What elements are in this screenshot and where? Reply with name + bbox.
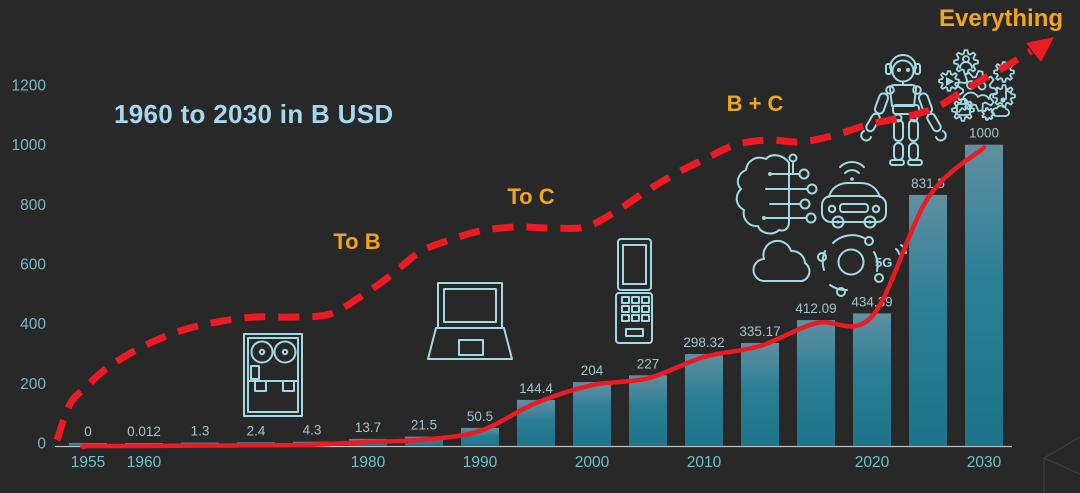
y-tick-label: 1200 bbox=[12, 78, 47, 95]
value-label: 412.09 bbox=[795, 301, 836, 316]
x-tick-label: 2020 bbox=[855, 454, 890, 471]
value-label: 0 bbox=[84, 424, 92, 439]
y-axis-labels: 0 200 400 600 800 1000 1200 bbox=[12, 78, 47, 453]
x-tick-label: 1990 bbox=[463, 454, 498, 471]
value-label: 50.5 bbox=[467, 409, 493, 424]
value-label: 2.4 bbox=[247, 423, 266, 438]
annotation-to-c: To C bbox=[507, 184, 555, 209]
feature-phone-icon bbox=[615, 238, 653, 344]
connected-car-icon bbox=[821, 161, 887, 229]
cube-watermark bbox=[1043, 436, 1080, 493]
music-note-glyph bbox=[1005, 89, 1012, 100]
bar bbox=[517, 399, 555, 446]
bar bbox=[909, 194, 947, 446]
x-tick-label: 1955 bbox=[71, 454, 105, 471]
bar bbox=[741, 343, 779, 446]
y-tick-label: 400 bbox=[20, 316, 46, 333]
robot-icon bbox=[860, 54, 947, 166]
x-tick-label: 2010 bbox=[687, 454, 722, 471]
value-label: 4.3 bbox=[303, 423, 322, 438]
trend-arrowhead bbox=[1026, 37, 1054, 62]
bar bbox=[685, 354, 723, 446]
value-label: 335.17 bbox=[739, 324, 780, 339]
annotation-to-b: To B bbox=[333, 229, 381, 254]
gear-outline bbox=[953, 49, 979, 75]
mainframe-tape-icon bbox=[243, 333, 303, 417]
5g-label: 5G bbox=[875, 255, 892, 270]
x-tick-label: 1960 bbox=[127, 454, 162, 471]
play-glyph bbox=[946, 77, 954, 86]
value-label: 227 bbox=[637, 356, 660, 371]
y-tick-label: 1000 bbox=[12, 137, 47, 154]
value-label: 144.4 bbox=[519, 381, 553, 396]
y-tick-label: 0 bbox=[37, 436, 46, 453]
y-tick-label: 600 bbox=[20, 257, 46, 274]
ai-brain-icon bbox=[735, 153, 818, 235]
bar bbox=[853, 313, 891, 446]
value-label: 21.5 bbox=[411, 418, 437, 433]
x-tick-label: 1980 bbox=[351, 454, 386, 471]
app-gears-icon bbox=[938, 49, 1016, 122]
laptop-icon bbox=[427, 282, 513, 360]
solid-revenue-line bbox=[80, 145, 987, 450]
gear-outline bbox=[938, 70, 960, 92]
gear-outline bbox=[981, 107, 995, 121]
value-label: 0.012 bbox=[127, 424, 161, 439]
dashed-trend-line bbox=[53, 48, 1033, 442]
value-label: 1000 bbox=[969, 126, 999, 141]
chart-glyph bbox=[956, 103, 971, 116]
bar bbox=[965, 144, 1003, 446]
cloud-icon bbox=[752, 239, 811, 283]
value-label: 1.3 bbox=[191, 424, 210, 439]
value-labels-group: 0 0.012 1.3 2.4 4.3 13.7 21.5 50.5 144.4 204 227 29… bbox=[84, 126, 999, 439]
x-axis-labels: 1955 1960 1980 1990 2000 2010 2020 2030 bbox=[71, 454, 1002, 471]
x-tick-label: 2000 bbox=[575, 454, 610, 471]
bar bbox=[629, 375, 667, 446]
chart-title: 1960 to 2030 in B USD bbox=[114, 99, 394, 129]
bar bbox=[573, 382, 611, 446]
annotation-b-plus-c: B + C bbox=[726, 91, 784, 116]
annotation-everything: Everything bbox=[938, 5, 1064, 32]
bar bbox=[797, 320, 835, 446]
bars-group bbox=[69, 144, 1003, 446]
x-tick-label: 2030 bbox=[967, 454, 1002, 471]
y-tick-label: 200 bbox=[20, 376, 46, 393]
value-label: 13.7 bbox=[355, 420, 381, 435]
value-label: 298.32 bbox=[683, 335, 724, 350]
y-tick-label: 800 bbox=[20, 197, 46, 214]
gear-outline bbox=[956, 70, 998, 112]
5g-network-icon: 5G bbox=[817, 234, 907, 297]
gear-outline bbox=[951, 98, 975, 122]
value-label: 204 bbox=[581, 363, 604, 378]
gear-outline bbox=[992, 84, 1016, 108]
